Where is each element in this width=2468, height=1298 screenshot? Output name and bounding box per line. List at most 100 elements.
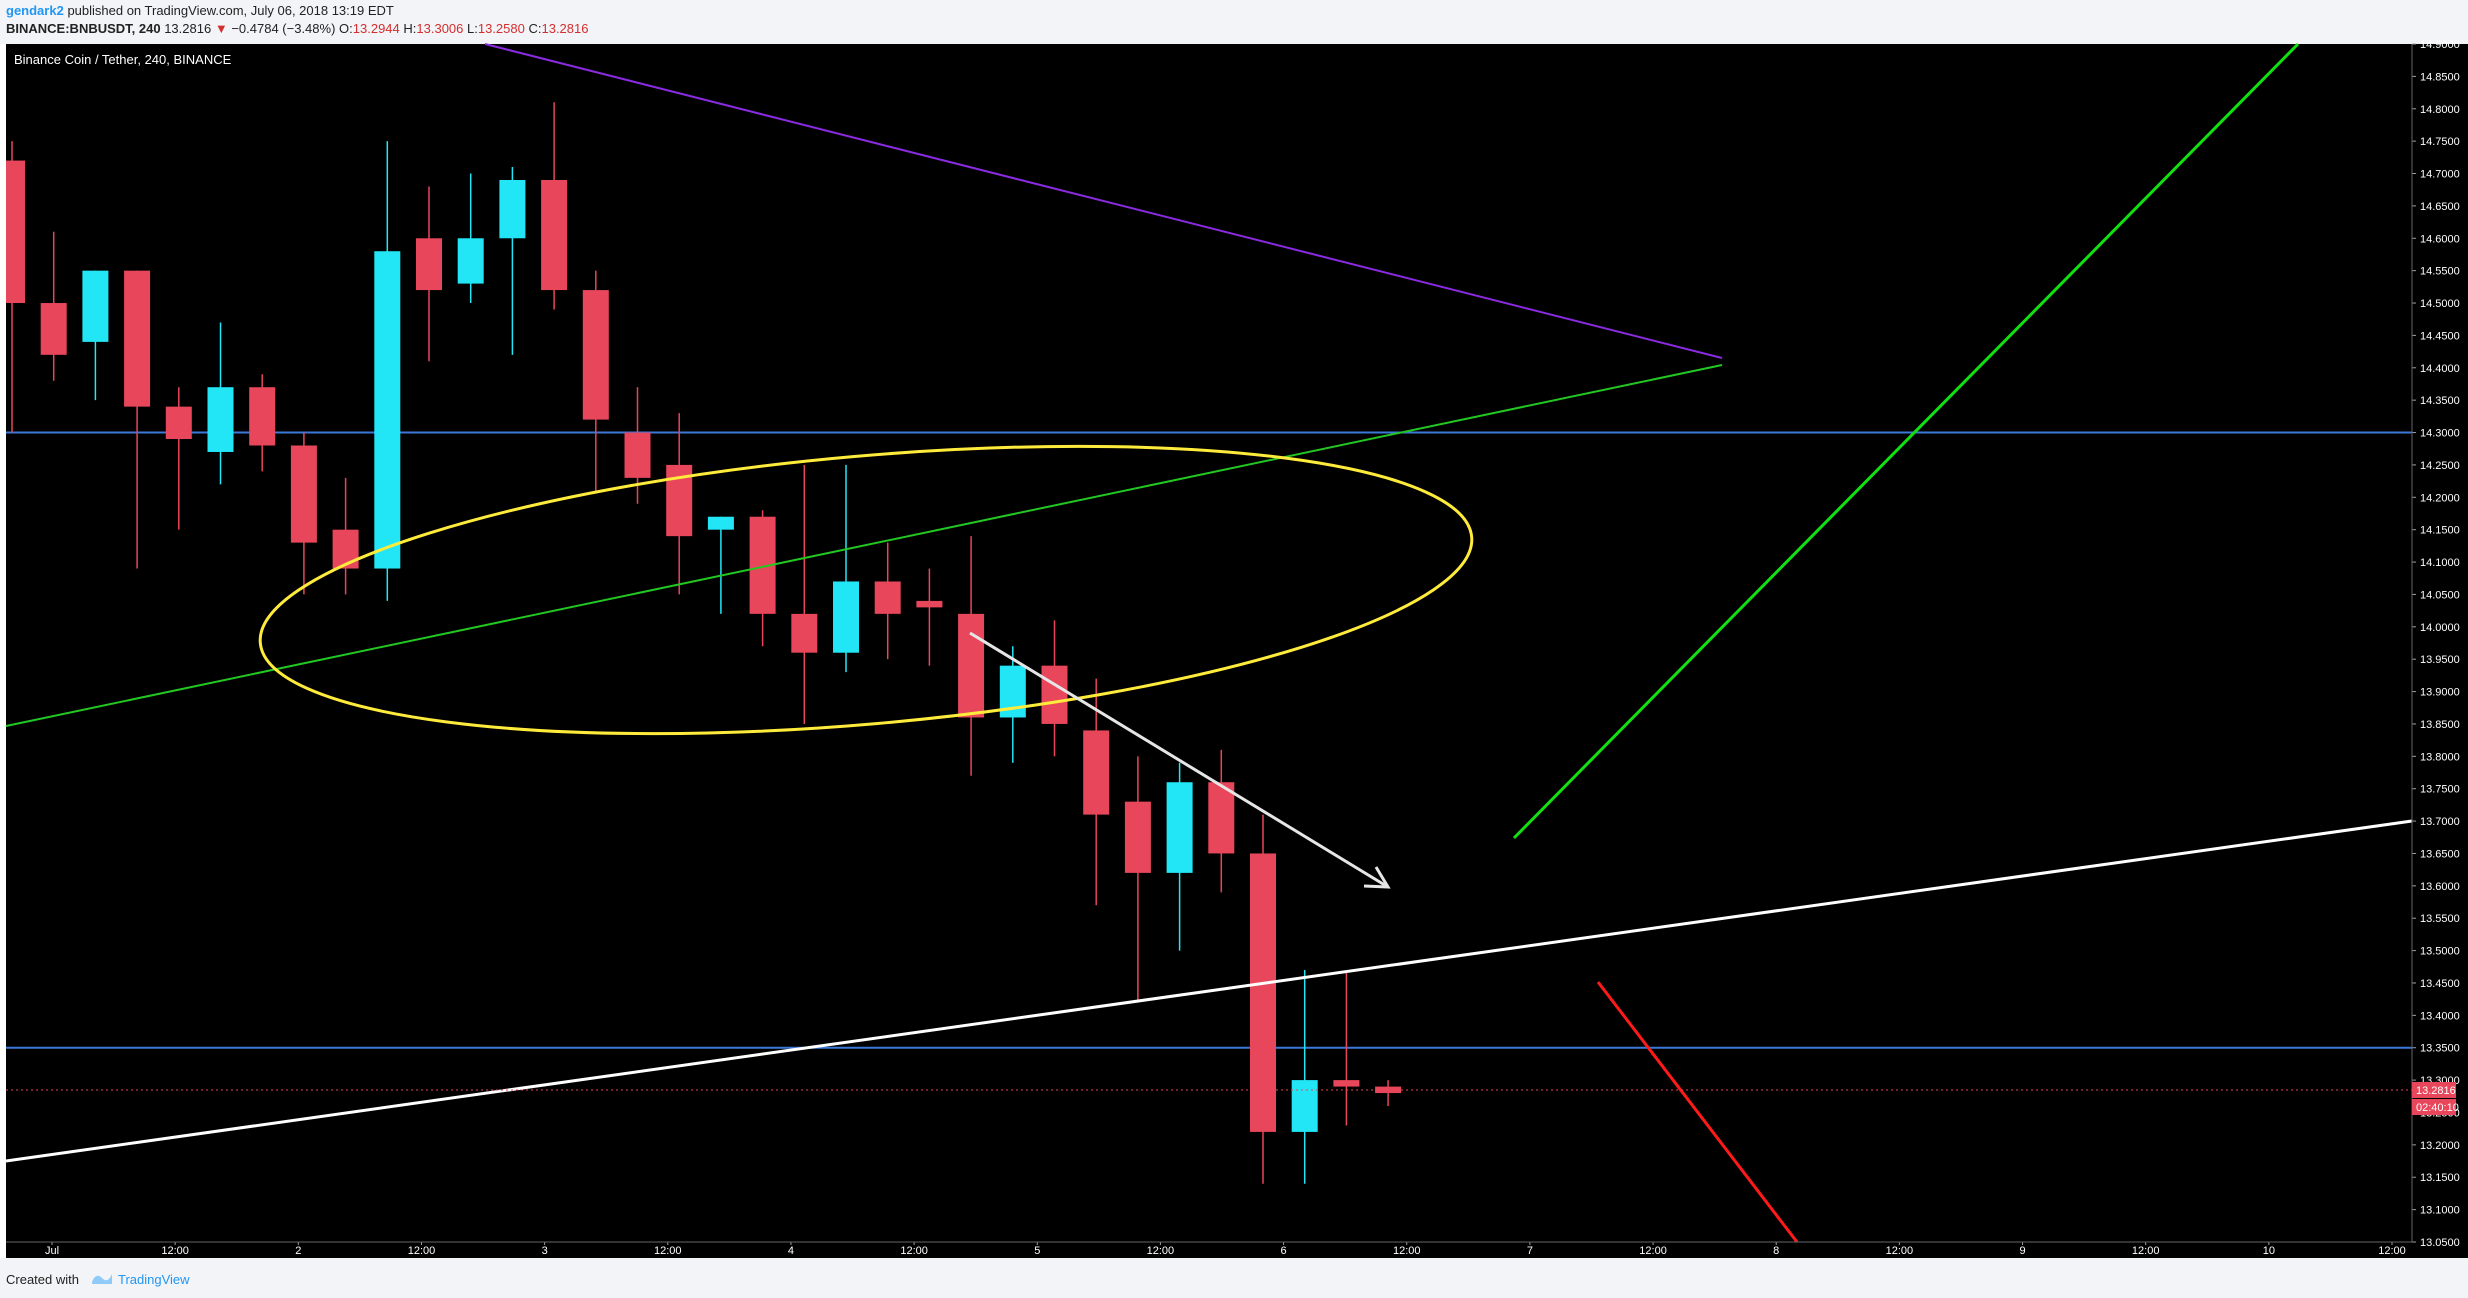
candle-body (1124, 801, 1151, 873)
drawings (5, 42, 2413, 1243)
candle-29[interactable] (1208, 749, 1235, 893)
close-value: 13.2816 (541, 21, 589, 36)
candle-26[interactable] (1083, 678, 1110, 906)
candle-body (1208, 782, 1235, 854)
candle-5[interactable] (207, 322, 234, 485)
price-tick-label: 13.7000 (2420, 816, 2460, 828)
price-chart[interactable]: 13.050013.100013.150013.200013.250013.30… (0, 0, 2468, 1258)
candle-25[interactable] (1041, 620, 1068, 757)
price-tick-label: 13.7500 (2420, 784, 2460, 796)
big-green-line[interactable] (1512, 42, 2300, 840)
triangle-upper-line[interactable] (484, 43, 1723, 359)
candle-body (707, 516, 734, 530)
candle-9[interactable] (374, 141, 401, 601)
created-with-text: Created with (6, 1272, 79, 1287)
red-line[interactable] (1596, 981, 1799, 1243)
candle-7[interactable] (290, 432, 317, 595)
candle-22[interactable] (916, 568, 943, 666)
candle-28[interactable] (1166, 762, 1193, 951)
price-tick-label: 14.7000 (2420, 169, 2460, 181)
header-line-1: gendark2 published on TradingView.com, J… (6, 3, 394, 18)
candle-33[interactable] (1375, 1080, 1402, 1107)
price-tick-label: 13.1000 (2420, 1205, 2460, 1217)
candle-17[interactable] (707, 516, 734, 614)
candle-0[interactable] (6, 141, 25, 433)
price-tick-label: 13.5000 (2420, 946, 2460, 958)
time-axis[interactable]: Jul 12:00 2 12:00 3 12:00 4 12:00 5 12:00 6 12:00 7 1… (6, 1241, 2412, 1257)
time-tick-label: 12:00 (1147, 1245, 1175, 1257)
time-tick-label: 12:00 (654, 1245, 682, 1257)
price-tick-label: 13.4500 (2420, 978, 2460, 990)
candle-20[interactable] (833, 464, 859, 673)
candle-4[interactable] (165, 387, 192, 530)
price-tick-label: 13.6000 (2420, 881, 2460, 893)
candle-1[interactable] (40, 231, 67, 381)
publish-header: gendark2 published on TradingView.com, J… (0, 0, 2468, 44)
time-tick-label: Jul (45, 1245, 59, 1257)
candle-11[interactable] (457, 173, 484, 304)
candle-10[interactable] (416, 186, 442, 362)
candle-body (6, 160, 25, 304)
candle-body (874, 581, 901, 614)
candle-body (1333, 1080, 1360, 1087)
time-tick-label: 6 (1281, 1245, 1287, 1257)
candle-8[interactable] (332, 477, 359, 595)
price-tick-label: 13.9000 (2420, 687, 2460, 699)
time-tick-label: 4 (788, 1245, 794, 1257)
price-tick-label: 14.9000 (2420, 39, 2460, 51)
price-tick-label: 14.8000 (2420, 104, 2460, 116)
candle-body (1083, 730, 1110, 815)
price-tick-label: 14.5000 (2420, 298, 2460, 310)
header-line-2: BINANCE:BNBUSDT, 240 13.2816 ▼ −0.4784 (… (6, 21, 588, 36)
candle-body (165, 406, 192, 440)
candle-body (582, 290, 609, 420)
candle-21[interactable] (874, 542, 901, 660)
triangle-lower-line[interactable] (5, 364, 1723, 727)
candle-body (82, 270, 109, 342)
trend-arrow-shaft[interactable] (969, 631, 1389, 889)
candle-2[interactable] (82, 270, 109, 401)
candle-23[interactable] (958, 536, 985, 776)
price-tick-label: 14.3500 (2420, 395, 2460, 407)
time-tick-label: 2 (295, 1245, 301, 1257)
channel-line[interactable] (5, 819, 2413, 1163)
tradingview-link[interactable]: TradingView (118, 1272, 190, 1287)
price-tick-label: 13.5500 (2420, 913, 2460, 925)
candle-30[interactable] (1250, 814, 1276, 1184)
countdown: 02:40:10 (2416, 1102, 2459, 1114)
price-tick-label: 14.4500 (2420, 330, 2460, 342)
candle-12[interactable] (499, 167, 526, 355)
time-tick-label: 9 (2019, 1245, 2025, 1257)
candle-body (374, 251, 401, 569)
open-label: O: (339, 21, 353, 36)
candle-6[interactable] (249, 374, 276, 472)
candle-27[interactable] (1124, 756, 1151, 1003)
author-link[interactable]: gendark2 (6, 3, 64, 18)
time-tick-label: 12:00 (1639, 1245, 1667, 1257)
candle-3[interactable] (124, 270, 151, 569)
candle-body (791, 613, 818, 653)
price-axis[interactable]: 13.050013.100013.150013.200013.250013.30… (2411, 39, 2460, 1249)
candle-body (207, 387, 234, 452)
horizontal-lines (6, 431, 2412, 1049)
candle-body (1375, 1086, 1402, 1094)
price-tick-label: 14.5500 (2420, 266, 2460, 278)
candle-18[interactable] (749, 510, 776, 647)
tradingview-logo-icon (92, 1274, 112, 1284)
price-tick-label: 14.8500 (2420, 71, 2460, 83)
price-tick-label: 14.1000 (2420, 557, 2460, 569)
candle-14[interactable] (582, 270, 609, 491)
price-tick-label: 13.2000 (2420, 1140, 2460, 1152)
price-tick-label: 13.1500 (2420, 1172, 2460, 1184)
price-tick-label: 13.8000 (2420, 751, 2460, 763)
low-label: L: (467, 21, 478, 36)
candle-13[interactable] (541, 102, 568, 310)
yellow-ellipse[interactable] (249, 404, 1484, 777)
candle-body (124, 270, 151, 407)
candle-19[interactable] (791, 464, 818, 724)
time-tick-label: 5 (1034, 1245, 1040, 1257)
candle-32[interactable] (1333, 970, 1360, 1126)
symbol-label: BINANCE:BNBUSDT, 240 (6, 21, 161, 36)
close-label: C: (528, 21, 542, 36)
candle-31[interactable] (1291, 970, 1318, 1184)
